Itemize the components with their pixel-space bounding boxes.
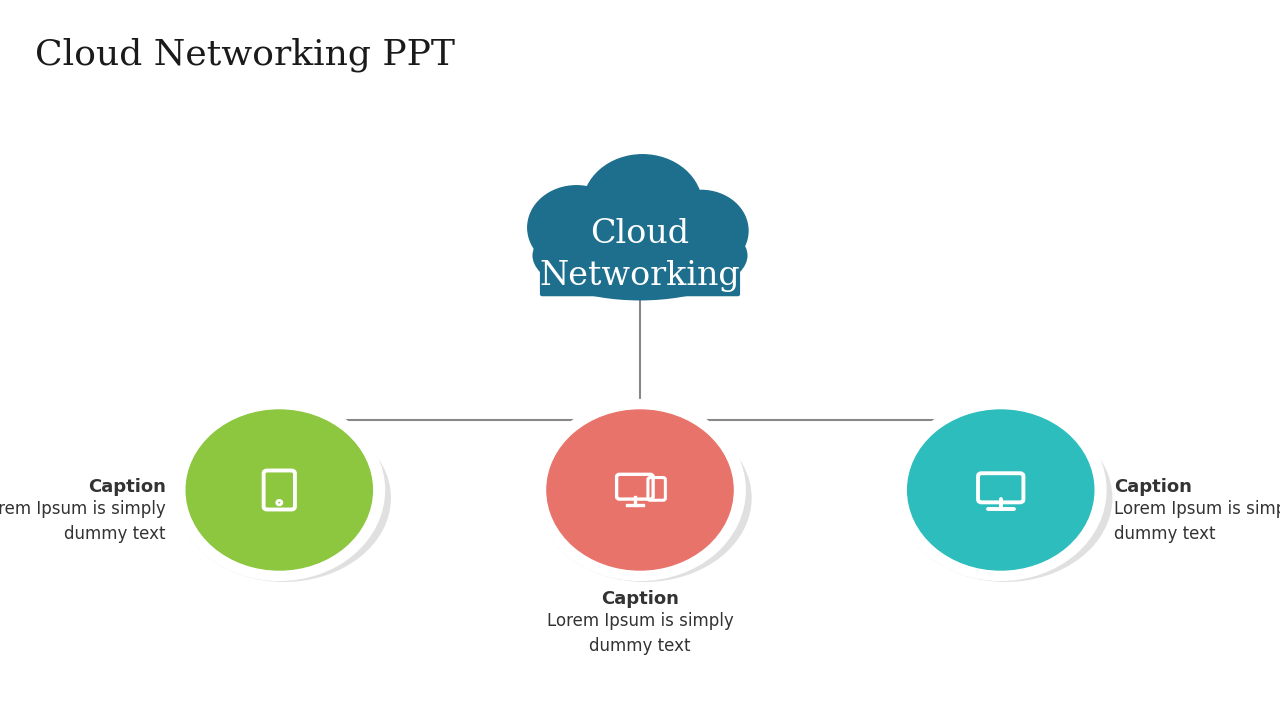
Ellipse shape [899, 414, 1112, 582]
FancyBboxPatch shape [540, 230, 740, 296]
Text: Lorem Ipsum is simply
dummy text: Lorem Ipsum is simply dummy text [1115, 500, 1280, 543]
Circle shape [896, 400, 1106, 580]
Text: Lorem Ipsum is simply
dummy text: Lorem Ipsum is simply dummy text [0, 500, 165, 543]
Circle shape [535, 400, 745, 580]
Circle shape [582, 155, 701, 257]
Circle shape [908, 410, 1094, 570]
Circle shape [527, 186, 625, 269]
Text: Cloud Networking PPT: Cloud Networking PPT [35, 38, 454, 73]
Circle shape [654, 190, 748, 271]
Circle shape [174, 400, 384, 580]
Text: Lorem Ipsum is simply
dummy text: Lorem Ipsum is simply dummy text [547, 612, 733, 655]
Circle shape [186, 410, 372, 570]
Text: Caption: Caption [1115, 478, 1192, 496]
Text: Caption: Caption [602, 590, 678, 608]
Ellipse shape [532, 210, 748, 300]
Text: Cloud
Networking: Cloud Networking [540, 218, 740, 292]
Ellipse shape [538, 414, 751, 582]
Circle shape [547, 410, 733, 570]
Ellipse shape [177, 414, 390, 582]
Text: Caption: Caption [88, 478, 165, 496]
